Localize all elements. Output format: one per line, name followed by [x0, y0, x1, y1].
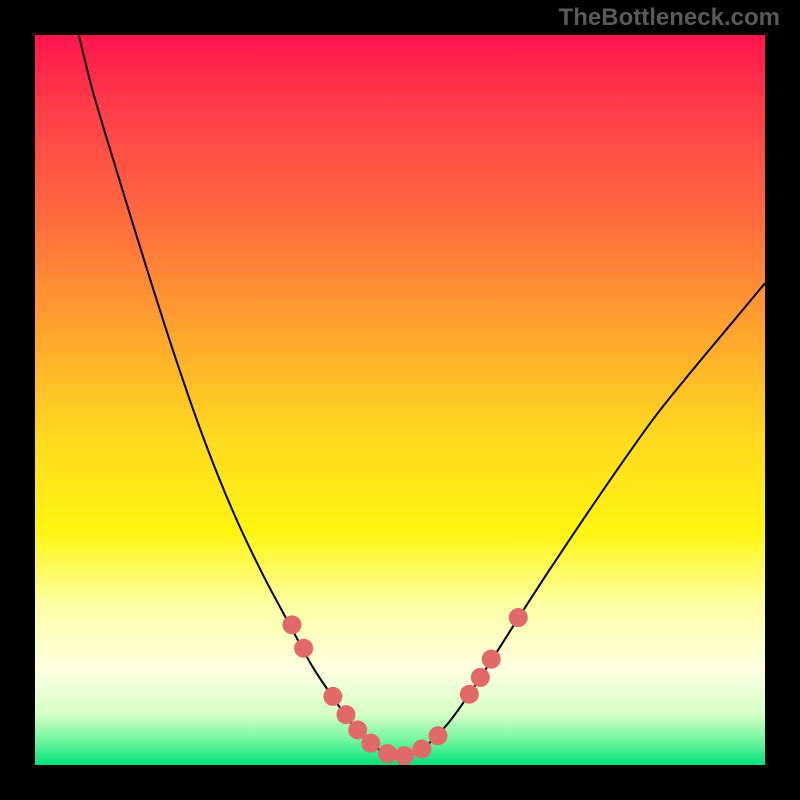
- data-marker: [395, 747, 413, 765]
- curve-layer: [35, 35, 765, 765]
- data-marker: [283, 616, 301, 634]
- data-marker: [413, 740, 431, 758]
- plot-area: [35, 35, 765, 765]
- bottleneck-curve: [79, 35, 765, 756]
- data-marker: [324, 687, 342, 705]
- data-marker: [337, 706, 355, 724]
- data-marker: [362, 734, 380, 752]
- watermark-text: TheBottleneck.com: [559, 4, 780, 32]
- chart-frame: TheBottleneck.com: [0, 0, 800, 800]
- data-marker: [509, 609, 527, 627]
- data-marker: [429, 727, 447, 745]
- data-marker: [379, 745, 397, 763]
- data-marker: [460, 685, 478, 703]
- data-marker: [295, 639, 313, 657]
- data-marker: [471, 668, 489, 686]
- data-marker: [482, 650, 500, 668]
- data-marker: [349, 721, 367, 739]
